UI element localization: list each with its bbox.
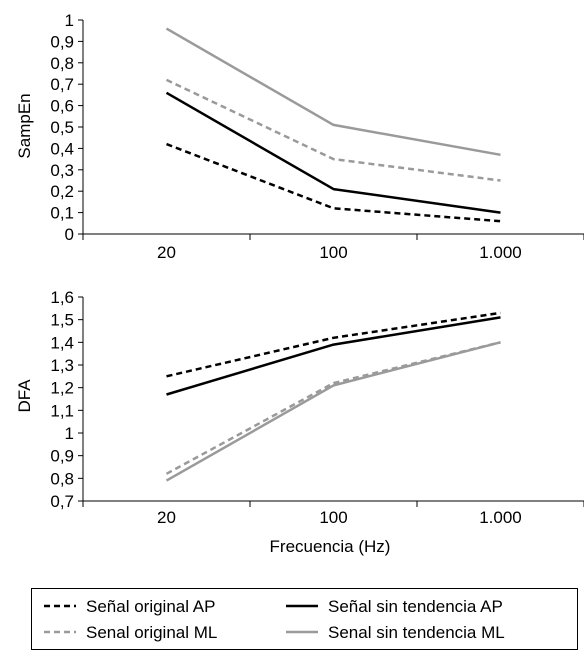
x-category-label: 1.000 — [479, 243, 522, 262]
legend-label: Senal sin tendencia ML — [328, 623, 505, 642]
y-tick-label: 0,6 — [50, 97, 74, 116]
y-tick-label: 0,1 — [50, 204, 74, 223]
dfa-y-axis-label: DFA — [15, 379, 34, 413]
y-tick-label: 0,7 — [50, 492, 74, 511]
y-tick-label: 0,4 — [50, 139, 74, 158]
legend-box — [31, 588, 578, 650]
y-tick-label: 1,2 — [50, 379, 74, 398]
y-tick-label: 0,5 — [50, 118, 74, 137]
y-tick-label: 1,3 — [50, 356, 74, 375]
series-line-señal-original-ap — [166, 311, 501, 378]
y-tick-label: 0,8 — [50, 54, 74, 73]
x-category-label: 1.000 — [479, 508, 522, 527]
legend: Señal original AP Señal sin tendencia AP S… — [31, 588, 578, 650]
legend-label: Señal original AP — [86, 597, 215, 616]
x-category-label: 20 — [157, 243, 176, 262]
y-tick-label: 1 — [65, 11, 74, 30]
x-category-label: 100 — [319, 508, 347, 527]
chart-dfa: DFA Frecuencia (Hz) 0,7 0,8 0,9 1 1,1 1,2 1,3 1… — [15, 288, 584, 556]
y-tick-label: 1 — [65, 424, 74, 443]
series-line-senal-sin-tendencia-ml — [165, 27, 501, 157]
y-tick-label: 0,9 — [50, 32, 74, 51]
dfa-x-axis-label: Frecuencia (Hz) — [270, 537, 391, 556]
sampen-y-axis-label: SampEn — [15, 93, 34, 158]
y-tick-label: 1,6 — [50, 288, 74, 307]
y-tick-label: 1,1 — [50, 401, 74, 420]
y-tick-label: 0,8 — [50, 469, 74, 488]
y-tick-label: 1,5 — [50, 311, 74, 330]
y-tick-label: 0,2 — [50, 182, 74, 201]
legend-label: Señal sin tendencia AP — [328, 597, 503, 616]
y-tick-label: 0,7 — [50, 75, 74, 94]
series-line-señal-original-ap — [166, 142, 501, 223]
series-line-senal-original-ml — [165, 341, 501, 475]
x-category-label: 100 — [319, 243, 347, 262]
series-line-senal-original-ml — [165, 78, 501, 182]
y-tick-label: 0,3 — [50, 161, 74, 180]
series-line-señal-sin-tendencia-ap — [166, 316, 501, 396]
series-line-senal-sin-tendencia-ml — [165, 341, 501, 482]
y-tick-label: 0 — [65, 225, 74, 244]
x-category-label: 20 — [157, 508, 176, 527]
legend-label: Senal original ML — [86, 623, 217, 642]
series-line-señal-sin-tendencia-ap — [165, 91, 501, 214]
y-tick-label: 1,4 — [50, 333, 74, 352]
y-tick-label: 0,9 — [50, 447, 74, 466]
chart-sampen: SampEn 0 0,1 0,2 0,3 0,4 0,5 0,6 0,7 0,8 0,9 1 20 10… — [15, 11, 584, 262]
